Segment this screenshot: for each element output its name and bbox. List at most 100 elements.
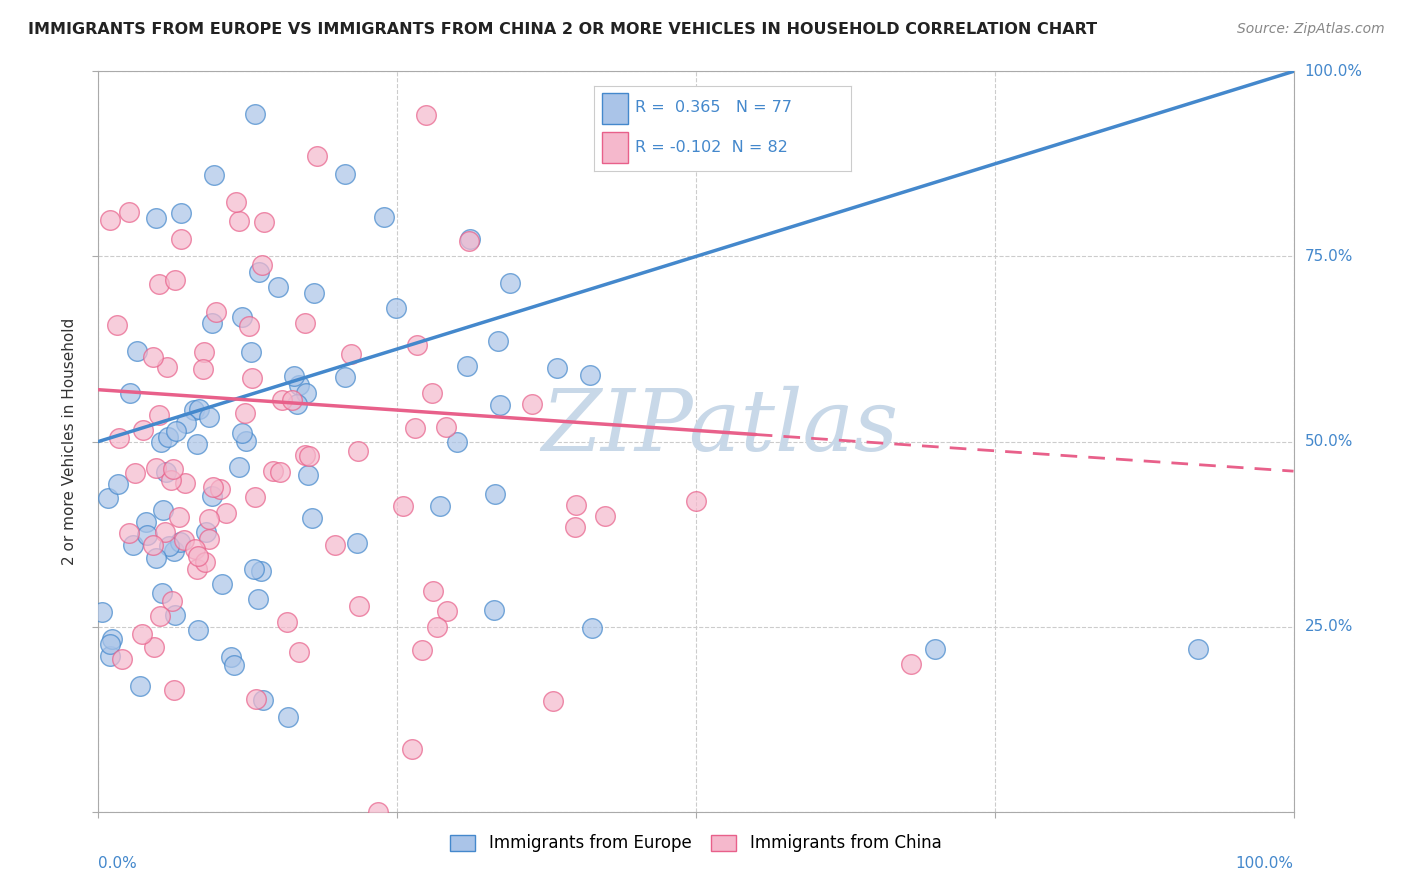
Point — [101, 632, 124, 647]
Point — [201, 317, 224, 331]
Point — [215, 506, 238, 520]
Point — [118, 205, 141, 219]
Point — [489, 398, 512, 412]
Point — [235, 434, 257, 448]
Point — [252, 692, 274, 706]
Point — [98, 213, 121, 227]
Legend: Immigrants from Europe, Immigrants from China: Immigrants from Europe, Immigrants from … — [444, 828, 948, 859]
Point — [219, 649, 242, 664]
Point — [202, 480, 225, 494]
Point — [420, 385, 443, 400]
Point — [155, 465, 177, 479]
Point — [246, 592, 269, 607]
Point — [163, 607, 186, 622]
Point — [277, 710, 299, 724]
Point — [193, 344, 215, 359]
Point — [98, 637, 121, 651]
Point — [173, 533, 195, 547]
Text: Source: ZipAtlas.com: Source: ZipAtlas.com — [1237, 22, 1385, 37]
Point — [281, 392, 304, 407]
Point — [305, 149, 328, 163]
Point — [131, 626, 153, 640]
Point — [201, 489, 224, 503]
Text: 50.0%: 50.0% — [1305, 434, 1353, 449]
Point — [541, 694, 564, 708]
Point — [165, 425, 187, 439]
Point — [436, 603, 458, 617]
Point — [346, 536, 368, 550]
Point — [240, 371, 263, 385]
Point — [276, 615, 298, 629]
Point — [499, 277, 522, 291]
Point — [191, 362, 214, 376]
Point — [163, 682, 186, 697]
Point — [422, 583, 444, 598]
Point — [294, 316, 316, 330]
Point — [564, 519, 586, 533]
Point — [298, 449, 321, 463]
Point — [111, 651, 134, 665]
Point — [245, 490, 267, 504]
Point — [367, 805, 389, 819]
Text: ZIPatlas: ZIPatlas — [541, 385, 898, 468]
Point — [160, 473, 183, 487]
Point — [155, 360, 177, 375]
Point — [228, 214, 250, 228]
Point — [294, 386, 316, 401]
Point — [579, 368, 602, 383]
Point — [385, 301, 408, 315]
Point — [228, 459, 250, 474]
Point — [187, 623, 209, 637]
Point — [593, 509, 616, 524]
Point — [411, 643, 433, 657]
Point — [183, 541, 205, 556]
Point — [170, 232, 193, 246]
Point — [107, 431, 129, 445]
Point — [195, 525, 218, 540]
Point — [186, 436, 208, 450]
Point — [128, 679, 150, 693]
Point — [169, 534, 191, 549]
Point — [205, 305, 228, 319]
Point — [288, 377, 311, 392]
Point — [145, 211, 167, 226]
Point — [183, 402, 205, 417]
Point — [482, 603, 505, 617]
Point — [924, 641, 946, 656]
Text: 25.0%: 25.0% — [1305, 619, 1353, 634]
Point — [297, 468, 319, 483]
Point — [157, 539, 180, 553]
Point — [404, 421, 426, 435]
Point — [285, 397, 308, 411]
Text: IMMIGRANTS FROM EUROPE VS IMMIGRANTS FROM CHINA 2 OR MORE VEHICLES IN HOUSEHOLD : IMMIGRANTS FROM EUROPE VS IMMIGRANTS FRO… — [28, 22, 1097, 37]
Point — [157, 430, 180, 444]
Point — [271, 393, 294, 408]
Text: 100.0%: 100.0% — [1305, 64, 1362, 78]
Point — [167, 509, 190, 524]
Point — [249, 564, 271, 578]
Point — [301, 510, 323, 524]
Point — [446, 434, 468, 449]
Point — [197, 532, 219, 546]
Point — [323, 538, 346, 552]
Point — [145, 551, 167, 566]
Point — [231, 310, 253, 324]
Point — [426, 620, 449, 634]
Point — [194, 555, 217, 569]
Text: 75.0%: 75.0% — [1305, 249, 1353, 264]
Point — [457, 234, 479, 248]
Point — [124, 467, 146, 481]
Point — [150, 586, 173, 600]
Point — [145, 461, 167, 475]
Point — [460, 232, 482, 246]
Point — [231, 426, 253, 441]
Point — [142, 538, 165, 552]
Point — [97, 491, 120, 505]
Point — [118, 526, 141, 541]
Point — [132, 423, 155, 437]
Point — [148, 277, 170, 291]
Point — [335, 167, 357, 181]
Point — [197, 512, 219, 526]
Point — [333, 370, 356, 384]
Point — [401, 741, 423, 756]
